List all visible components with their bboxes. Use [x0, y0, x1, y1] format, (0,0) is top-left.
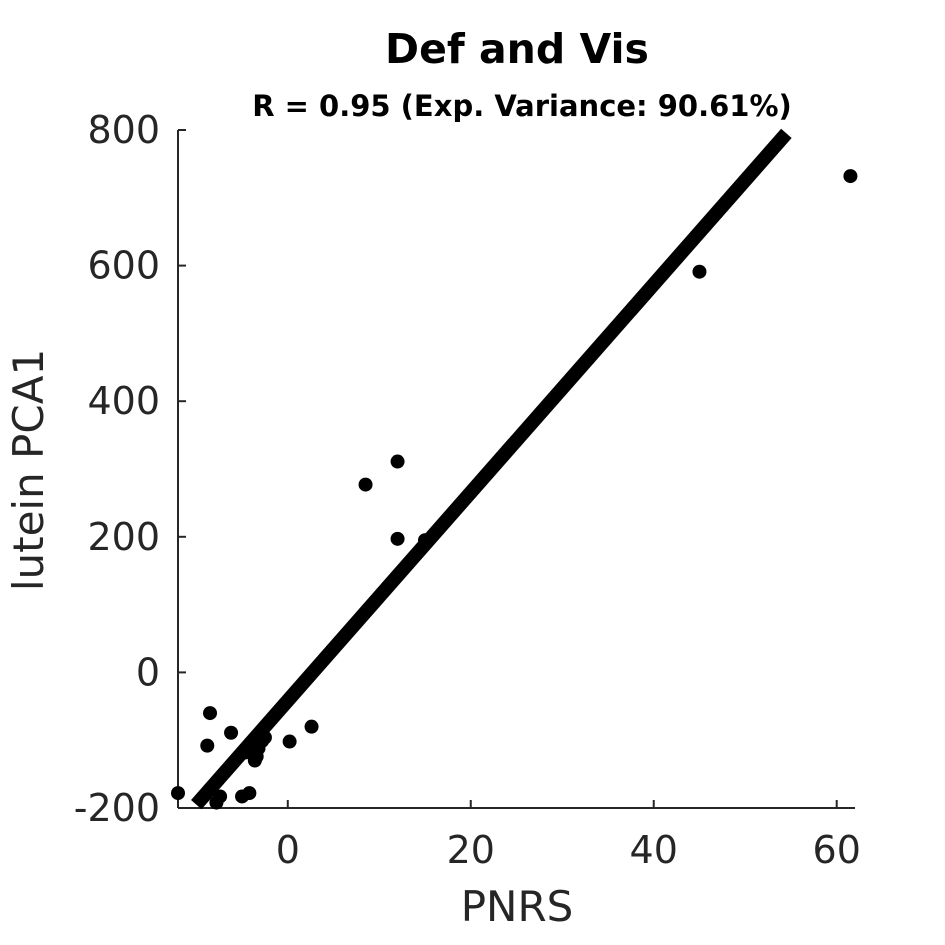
x-tick-label: 60: [813, 828, 861, 872]
chart-subtitle: R = 0.95 (Exp. Variance: 90.61%): [252, 89, 792, 123]
y-axis-label: lutein PCA1: [4, 349, 53, 591]
fit-line: [191, 128, 792, 810]
y-tick-label: 600: [87, 244, 160, 288]
data-point: [242, 786, 257, 801]
fit-line-group: [191, 128, 792, 810]
data-point: [224, 725, 239, 740]
x-tick-label: 20: [447, 828, 495, 872]
data-point: [203, 706, 218, 721]
y-tick-label: 800: [87, 108, 160, 152]
x-ticks: 0 20 40 60: [276, 800, 861, 872]
data-point: [257, 730, 272, 745]
y-tick-label: 0: [136, 650, 160, 694]
y-tick-label: 200: [87, 515, 160, 559]
y-tick-label: -200: [74, 786, 160, 830]
data-point: [213, 789, 228, 804]
y-ticks: -200 0 200 400 600 800: [74, 108, 186, 830]
data-point: [238, 745, 253, 760]
x-tick-label: 0: [276, 828, 300, 872]
data-point: [282, 734, 297, 749]
x-axis-label: PNRS: [461, 882, 574, 931]
y-tick-label: 400: [87, 379, 160, 423]
data-point: [304, 719, 319, 734]
data-point: [692, 264, 707, 279]
data-point: [418, 533, 433, 548]
data-point: [171, 786, 185, 801]
chart-title: Def and Vis: [385, 25, 649, 73]
x-tick-label: 40: [630, 828, 678, 872]
data-point: [358, 477, 373, 492]
axes: [177, 130, 855, 809]
data-point: [843, 169, 858, 184]
data-point: [200, 738, 215, 753]
data-point: [390, 454, 405, 469]
data-point: [390, 531, 405, 546]
data-points: [171, 169, 858, 810]
